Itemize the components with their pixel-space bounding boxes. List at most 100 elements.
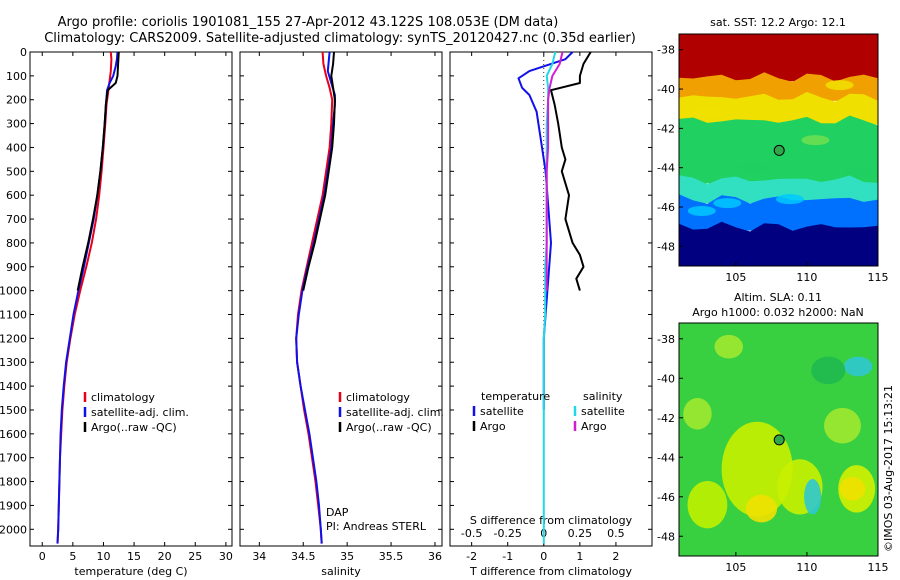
temperature-profile-panel: 0100200300400500600700800900100011001200… <box>0 46 233 578</box>
temperature-y-tick-label: 900 <box>6 261 27 274</box>
difference-legend-title-salinity: salinity <box>583 390 623 403</box>
salinity-plot-frame <box>239 51 443 547</box>
sst-map-sst-patch <box>738 162 767 173</box>
salinity-annotation: PI: Andreas STERL <box>326 520 427 533</box>
temperature-series-line <box>76 51 120 291</box>
difference-plot-frame <box>449 51 653 547</box>
temperature-y-tick-label: 1300 <box>0 356 27 369</box>
sla-map-y-tick-label: -48 <box>657 530 675 543</box>
temperature-x-tick-label: 30 <box>219 550 233 563</box>
salinity-x-tick-label: 34.5 <box>291 550 316 563</box>
temperature-y-tick-label: 700 <box>6 213 27 226</box>
salinity-x-axis-label: salinity <box>321 565 361 578</box>
temperature-y-tick-label: 1400 <box>0 380 27 393</box>
temperature-y-tick-label: 800 <box>6 237 27 250</box>
sst-map-x-tick-label: 105 <box>725 271 746 284</box>
sla-map-sla-blob <box>843 356 873 377</box>
sst-map-sst-band <box>679 72 878 101</box>
sst-map-sst-patch <box>775 194 804 205</box>
sst-map-argo-location-marker <box>773 144 785 156</box>
difference-x-tick-label: 0 <box>540 550 547 563</box>
temperature-y-tick-label: 1200 <box>0 332 27 345</box>
sla-map-y-tick-label: -40 <box>657 372 675 385</box>
salinity-legend-entry: climatology <box>346 391 410 404</box>
difference-series-line <box>545 51 564 291</box>
sla-map-map-frame <box>678 322 879 557</box>
sst-map-sst-patch <box>801 135 830 146</box>
temperature-legend-entry: satellite-adj. clim. <box>91 406 189 419</box>
temperature-x-axis-label: temperature (deg C) <box>74 565 187 578</box>
difference-salinity-legend-entry: satellite <box>581 405 625 418</box>
sla-map-sla-blob <box>683 398 712 430</box>
sla-map-y-tick-label: -44 <box>657 451 675 464</box>
sla-map-x-tick-label: 115 <box>868 561 889 574</box>
sst-map-y-tick-label: -40 <box>657 83 675 96</box>
sst-map-x-tick-label: 115 <box>868 271 889 284</box>
temperature-y-tick-label: 1600 <box>0 428 27 441</box>
salinity-x-tick-label: 35 <box>340 550 354 563</box>
temperature-y-tick-label: 1700 <box>0 452 27 465</box>
temperature-x-tick-label: 5 <box>69 550 76 563</box>
sla-map-sla-blob <box>687 480 728 529</box>
sla-map-panel: Altim. SLA: 0.11 Argo h1000: 0.032 h2000:… <box>657 291 888 574</box>
salinity-x-tick-label: 34 <box>252 550 266 563</box>
sst-map-y-tick-label: -44 <box>657 162 675 175</box>
difference-series-line <box>550 51 592 291</box>
temperature-y-tick-label: 600 <box>6 189 27 202</box>
sst-map-y-tick-label: -46 <box>657 201 675 214</box>
temperature-y-tick-label: 2000 <box>0 523 27 536</box>
difference-profile-panel: -2 -1 0 1 2-0.5 -0.25 0 0.25 0.5S difference fro… <box>449 51 653 578</box>
salinity-x-tick-label: 35.5 <box>379 550 404 563</box>
difference-temperature-legend-entry: Argo <box>480 420 506 433</box>
sst-map-sst-patch <box>713 198 742 209</box>
temperature-x-tick-label: 10 <box>96 550 110 563</box>
salinity-x-tick-label: 36 <box>428 550 442 563</box>
temperature-x-tick-label: 0 <box>39 550 46 563</box>
difference-x-tick-label: -2 <box>466 550 477 563</box>
sst-map-sst-band <box>679 34 878 82</box>
sst-map-sst-patch <box>687 205 716 216</box>
temperature-y-tick-label: 200 <box>6 94 27 107</box>
sla-map-title-line-2: Argo h1000: 0.032 h2000: NaN <box>692 306 864 319</box>
sla-map-argo-location-marker <box>773 434 785 446</box>
temperature-y-tick-label: 300 <box>6 118 27 131</box>
figure-title-line-2: Climatology: CARS2009. Satellite-adjuste… <box>44 31 636 46</box>
difference-x-tick-label: 1 <box>576 550 583 563</box>
temperature-y-tick-label: 1900 <box>0 499 27 512</box>
sst-map-sst-band <box>679 221 878 266</box>
difference-s-tick-label: -0.25 <box>493 527 521 540</box>
temperature-y-tick-label: 100 <box>6 70 27 83</box>
temperature-y-tick-label: 500 <box>6 165 27 178</box>
sla-map-sla-blob <box>721 421 793 517</box>
temperature-x-tick-label: 15 <box>127 550 141 563</box>
sla-map-y-tick-label: -42 <box>657 412 675 425</box>
difference-x-axis-label: T difference from climatology <box>469 565 632 578</box>
sst-map-panel: sat. SST: 12.2 Argo: 12.1 105 110 115 -38 -40… <box>657 16 888 284</box>
sla-map-y-tick-label: -38 <box>657 333 675 346</box>
temperature-x-tick-label: 25 <box>188 550 202 563</box>
temperature-plot-frame <box>29 51 233 547</box>
sst-map-y-tick-label: -38 <box>657 44 675 57</box>
sst-map-sst-patch <box>844 166 873 177</box>
difference-legend-title-temperature: temperature <box>481 390 550 403</box>
temperature-y-tick-label: 0 <box>20 46 27 59</box>
temperature-legend-entry: Argo(..raw -QC) <box>91 421 177 434</box>
temperature-y-tick-label: 1800 <box>0 476 27 489</box>
sla-map-x-tick-label: 105 <box>725 561 746 574</box>
sla-map-sla-blob <box>823 407 861 444</box>
temperature-y-tick-label: 1500 <box>0 404 27 417</box>
difference-s-axis-label: S difference from climatology <box>470 514 633 527</box>
sla-map-sla-blob <box>839 477 866 501</box>
sst-map-sst-band <box>679 175 878 204</box>
sla-map-sla-blob <box>811 356 846 385</box>
difference-x-tick-label: 2 <box>612 550 619 563</box>
sst-map-sst-band <box>679 91 878 125</box>
sst-map-x-tick-label: 110 <box>796 271 817 284</box>
difference-s-tick-label: 0.5 <box>607 527 625 540</box>
figure-title-line-1: Argo profile: coriolis 1901081_155 27-Ap… <box>58 15 559 30</box>
difference-x-tick-label: -1 <box>502 550 513 563</box>
temperature-x-tick-label: 20 <box>158 550 172 563</box>
temperature-y-tick-label: 1100 <box>0 309 27 322</box>
sla-map-title-line-1: Altim. SLA: 0.11 <box>734 291 822 304</box>
temperature-legend-entry: climatology <box>91 391 155 404</box>
